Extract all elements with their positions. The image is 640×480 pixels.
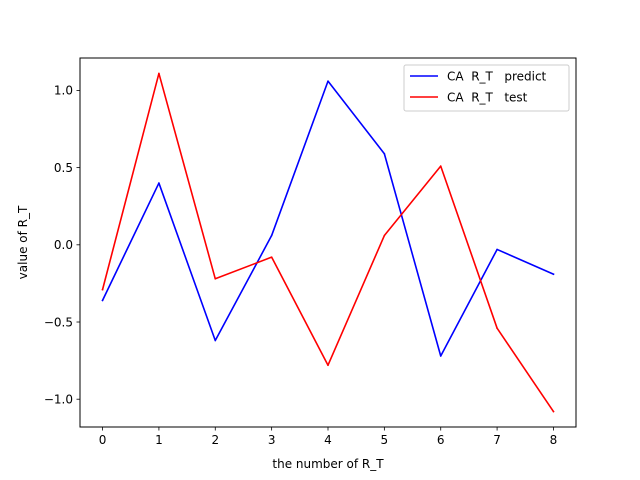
x-tick-label: 7 <box>493 433 501 447</box>
y-axis: −1.0 −0.5 0.0 0.5 1.0 <box>44 84 80 407</box>
legend: CA R_T predict CA R_T test <box>403 64 570 112</box>
data-point <box>158 182 160 184</box>
legend-label-predict: CA R_T predict <box>447 70 547 84</box>
x-tick-label: 0 <box>99 433 107 447</box>
x-tick-label: 2 <box>211 433 219 447</box>
data-point <box>270 256 273 258</box>
x-tick-label: 3 <box>268 433 276 447</box>
data-point <box>496 327 498 329</box>
y-tick-label: 0.0 <box>54 238 73 252</box>
data-point <box>101 288 104 291</box>
x-tick-label: 6 <box>437 433 445 447</box>
y-tick-label: 0.5 <box>54 161 73 175</box>
data-point <box>552 410 555 413</box>
data-point <box>496 248 498 251</box>
data-point <box>439 165 442 167</box>
data-point <box>158 72 160 75</box>
x-tick-label: 1 <box>155 433 163 447</box>
data-point <box>552 273 555 275</box>
legend-box <box>403 64 570 112</box>
x-axis: 0 1 2 3 4 5 6 7 8 <box>99 427 558 447</box>
data-point <box>214 339 217 342</box>
legend-label-test: CA R_T test <box>447 91 528 105</box>
y-tick-label: −0.5 <box>44 315 73 329</box>
data-point <box>327 80 329 82</box>
series-layer <box>101 72 555 413</box>
data-point <box>101 299 104 302</box>
y-tick-label: −1.0 <box>44 393 73 407</box>
data-point <box>383 234 386 237</box>
y-tick-label: 1.0 <box>54 84 73 98</box>
data-point <box>327 364 329 367</box>
x-tick-label: 4 <box>324 433 332 447</box>
x-axis-label: the number of R_T <box>272 457 384 471</box>
y-axis-label: value of R_T <box>16 205 30 279</box>
data-point <box>214 277 217 280</box>
x-tick-label: 8 <box>550 433 558 447</box>
data-point <box>270 234 273 237</box>
data-point <box>439 355 442 357</box>
x-tick-label: 5 <box>381 433 389 447</box>
data-point <box>383 152 386 155</box>
